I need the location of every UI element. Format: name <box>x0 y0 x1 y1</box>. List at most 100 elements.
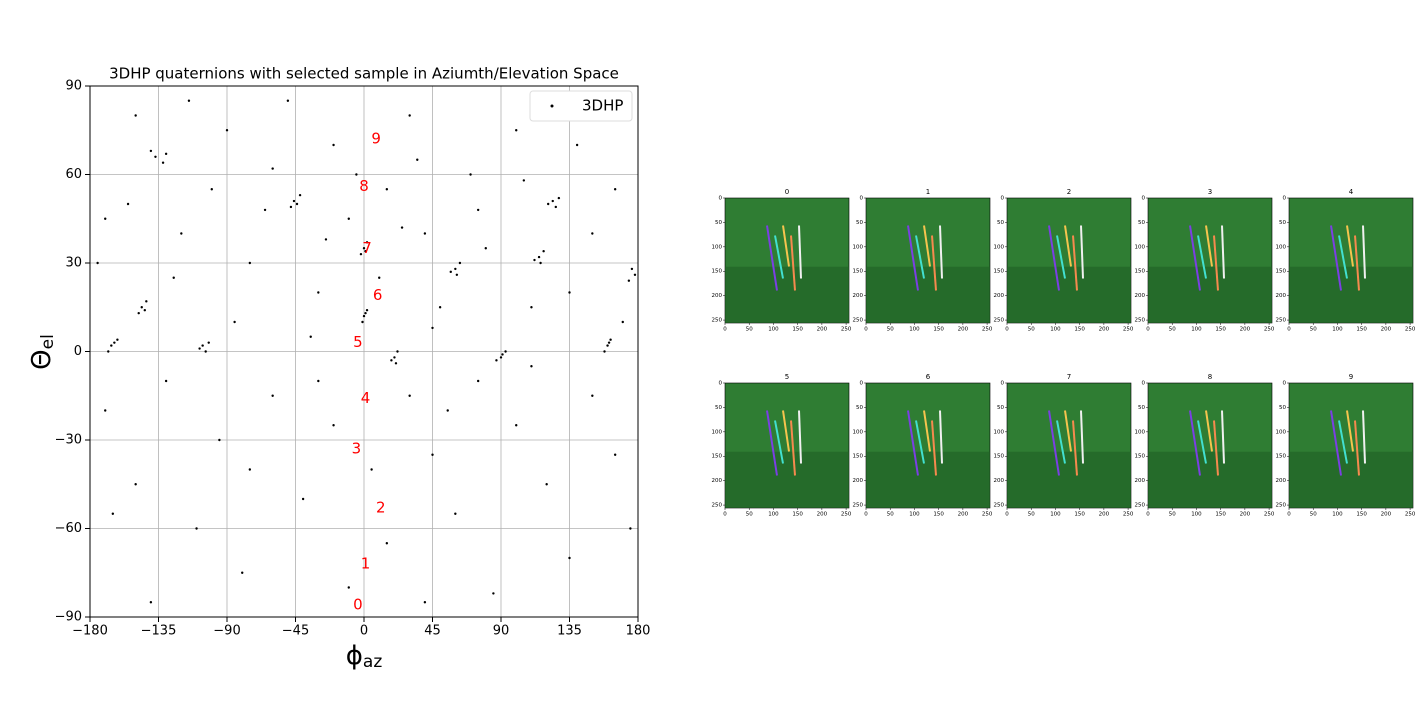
thumb-x-tick-label: 150 <box>1074 327 1085 333</box>
scatter-point <box>385 542 389 545</box>
scatter-point <box>454 512 457 515</box>
scatter-point <box>370 468 373 471</box>
thumb-x-tick-label: 100 <box>768 327 779 333</box>
scatter-point <box>347 586 350 589</box>
scatter-point <box>355 173 358 176</box>
scatter-point <box>609 338 612 341</box>
skeleton-limb <box>1189 410 1201 476</box>
thumb-y-tick-label: 200 <box>712 478 723 484</box>
skeleton-limb <box>923 410 931 452</box>
scatter-point <box>180 232 183 235</box>
thumb-y-tick-label: 150 <box>712 454 723 460</box>
thumb-y-tick-label: 50 <box>1279 405 1286 411</box>
scatter-point <box>621 320 624 324</box>
skeleton-limb <box>1056 235 1066 279</box>
scatter-point <box>271 394 274 397</box>
scatter-point <box>301 497 305 501</box>
thumbnail-shade <box>866 451 990 508</box>
x-axis-label: ϕaz <box>346 641 383 673</box>
skeleton-limb <box>1064 225 1072 267</box>
scatter-point <box>107 350 110 353</box>
scatter-point <box>111 512 115 515</box>
scatter-point <box>286 99 290 102</box>
thumb-x-tick-label: 200 <box>817 327 828 333</box>
y-tick-label: 30 <box>65 256 82 271</box>
skeleton-limb <box>939 225 943 279</box>
scatter-point <box>248 261 252 265</box>
thumb-y-tick-label: 100 <box>853 244 864 250</box>
thumb-y-tick-label: 250 <box>853 318 864 324</box>
skeleton-limb <box>1213 235 1219 291</box>
scatter-point <box>533 258 536 262</box>
thumb-x-tick-label: 150 <box>1356 327 1367 333</box>
scatter-point <box>332 424 335 427</box>
scatter-point <box>408 394 411 397</box>
thumb-x-tick-label: 250 <box>982 512 993 518</box>
legend-marker <box>550 104 554 108</box>
thumb-y-tick-label: 250 <box>994 318 1005 324</box>
thumbnail-shade <box>1007 266 1131 323</box>
skeleton-limb <box>1056 420 1066 464</box>
thumb-y-tick-label: 200 <box>994 478 1005 484</box>
scatter-point <box>271 167 274 170</box>
scatter-point <box>469 173 472 176</box>
scatter-point <box>201 344 204 347</box>
scatter-point <box>145 300 148 303</box>
thumbnail-shade <box>1007 451 1131 508</box>
thumbnail-title: 7 <box>1067 373 1071 381</box>
thumb-y-tick-label: 250 <box>1135 503 1146 509</box>
scatter-point <box>143 309 146 312</box>
scatter-point <box>627 279 631 282</box>
skeleton-limb <box>939 410 943 464</box>
thumb-x-tick-label: 250 <box>841 512 852 518</box>
scatter-point <box>495 359 498 362</box>
thumb-y-tick-label: 150 <box>994 454 1005 460</box>
thumb-x-tick-label: 250 <box>1264 512 1275 518</box>
scatter-point <box>393 356 396 359</box>
scatter-point <box>530 306 533 309</box>
scatter-point <box>359 252 363 256</box>
thumb-y-tick-label: 200 <box>1135 293 1146 299</box>
scatter-point <box>164 152 168 156</box>
scatter-point <box>210 188 213 191</box>
thumb-x-tick-label: 0 <box>1005 512 1009 518</box>
thumb-x-tick-label: 150 <box>792 327 803 333</box>
thumb-x-tick-label: 0 <box>864 512 868 518</box>
scatter-point <box>504 350 507 353</box>
thumb-y-tick-label: 150 <box>712 269 723 275</box>
scatter-point <box>126 202 130 206</box>
skeleton-limb <box>790 420 796 476</box>
x-tick-label: 45 <box>424 624 441 639</box>
scatter-point <box>455 273 459 276</box>
thumb-x-tick-label: 250 <box>1405 512 1416 518</box>
scatter-point <box>613 453 617 456</box>
thumb-y-tick-label: 50 <box>1138 220 1145 226</box>
scatter-point <box>172 276 175 279</box>
scatter-point <box>198 347 201 350</box>
scatter-point <box>557 196 561 200</box>
skeleton-limb <box>915 420 925 464</box>
thumb-y-tick-label: 200 <box>1276 478 1287 484</box>
scatter-point <box>613 188 617 191</box>
skeleton-limb <box>1354 420 1360 476</box>
thumb-x-tick-label: 0 <box>1146 512 1150 518</box>
thumb-y-tick-label: 200 <box>853 293 864 299</box>
thumb-x-tick-label: 200 <box>958 327 969 333</box>
thumb-y-tick-label: 200 <box>994 293 1005 299</box>
thumb-y-tick-label: 0 <box>719 381 723 387</box>
scatter-point <box>545 483 548 486</box>
scatter-point <box>207 341 210 344</box>
thumb-y-tick-label: 200 <box>1135 478 1146 484</box>
thumb-y-tick-label: 100 <box>1276 244 1287 250</box>
scatter-point <box>263 208 267 212</box>
scatter-point <box>361 320 364 324</box>
y-tick-label: −30 <box>55 433 82 448</box>
scatter-point <box>390 359 393 362</box>
plot-frame <box>89 85 639 618</box>
thumb-y-tick-label: 100 <box>712 244 723 250</box>
skeleton-limb <box>1362 225 1366 279</box>
scatter-point <box>241 571 244 574</box>
skeleton-limb <box>1205 225 1213 267</box>
sample-annotation: 7 <box>362 239 372 257</box>
x-tick-label: 135 <box>557 624 582 639</box>
